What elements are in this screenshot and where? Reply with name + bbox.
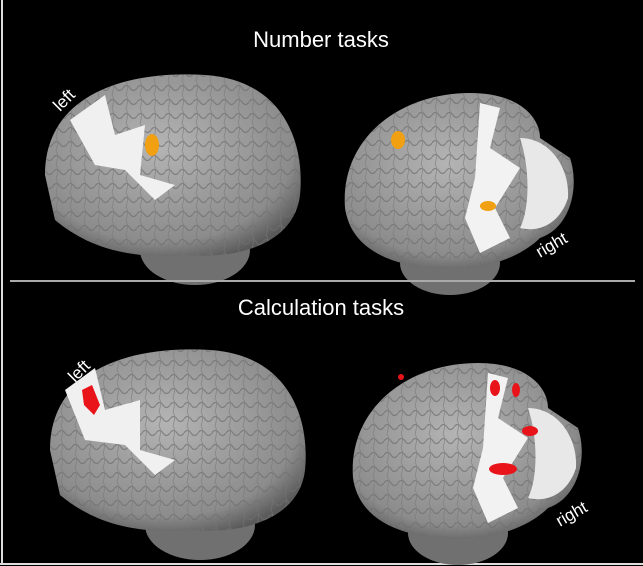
activation — [145, 134, 159, 156]
activation — [489, 463, 517, 475]
panel-title: Calculation tasks — [238, 295, 404, 320]
brain-right — [352, 363, 582, 565]
panel-title: Number tasks — [253, 27, 389, 52]
brain-right — [344, 93, 574, 295]
brain-left — [45, 74, 301, 285]
activation — [82, 385, 100, 415]
activation — [512, 383, 520, 397]
activation — [522, 426, 538, 436]
activation — [398, 374, 404, 380]
brain-left — [50, 349, 306, 560]
activation — [391, 131, 405, 149]
activation — [490, 380, 500, 396]
activation — [480, 201, 496, 211]
